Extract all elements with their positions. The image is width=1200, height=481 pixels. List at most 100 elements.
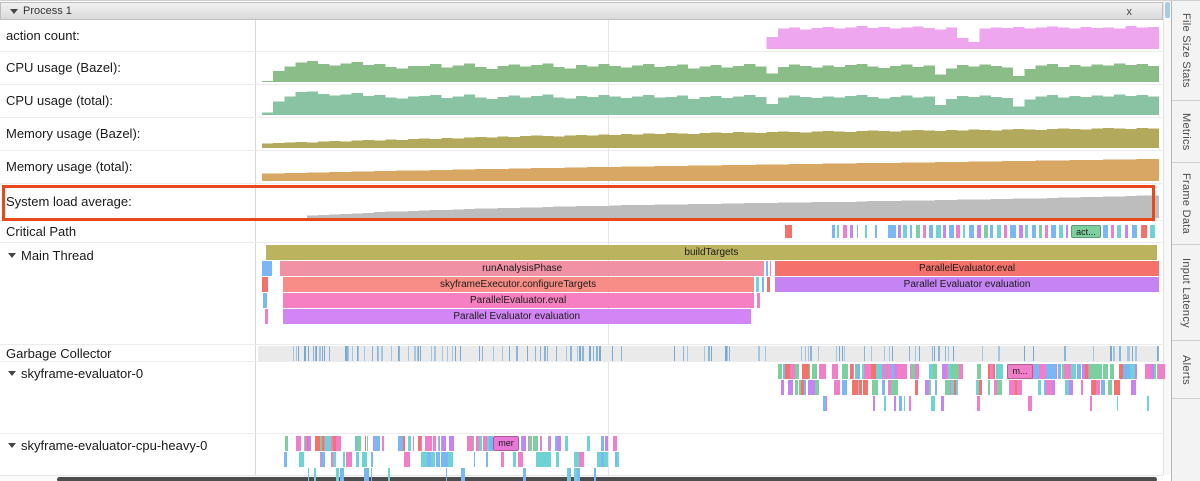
trace-tick[interactable]	[408, 346, 409, 361]
trace-tick[interactable]	[708, 346, 710, 361]
trace-tick[interactable]	[539, 452, 546, 467]
collapse-evaluator-cpu-heavy-icon[interactable]	[8, 443, 16, 448]
trace-tick[interactable]	[1094, 364, 1103, 379]
trace-tick[interactable]	[447, 346, 448, 361]
trace-tick[interactable]	[790, 364, 795, 379]
trace-tick[interactable]	[448, 452, 453, 467]
trace-tick[interactable]	[582, 346, 584, 361]
trace-slice[interactable]	[1019, 225, 1023, 238]
trace-tick[interactable]	[362, 452, 367, 467]
trace-tick[interactable]	[574, 468, 579, 481]
trace-tick[interactable]	[1084, 364, 1092, 379]
trace-tick[interactable]	[1048, 364, 1057, 379]
trace-tick[interactable]	[1045, 364, 1050, 379]
trace-tick[interactable]	[351, 346, 353, 361]
trace-slice[interactable]	[996, 225, 1002, 238]
trace-tick[interactable]	[425, 436, 431, 451]
trace-tick[interactable]	[1009, 380, 1016, 395]
trace-tick[interactable]	[930, 396, 935, 411]
trace-tick[interactable]	[976, 380, 982, 395]
trace-tick[interactable]	[915, 380, 918, 395]
trace-tick[interactable]	[417, 436, 422, 451]
trace-tick[interactable]	[809, 346, 811, 361]
trace-slice[interactable]: buildTargets	[265, 245, 1158, 260]
trace-tick[interactable]	[883, 346, 885, 361]
trace-tick[interactable]	[438, 436, 440, 451]
trace-tick[interactable]	[952, 364, 959, 379]
cpu-usage-total-chart[interactable]	[262, 90, 1159, 115]
trace-tick[interactable]	[935, 380, 937, 395]
memory-usage-total-chart[interactable]	[262, 156, 1159, 181]
trace-tick[interactable]	[889, 380, 894, 395]
collapse-evaluator-0-icon[interactable]	[8, 371, 16, 376]
trace-tick[interactable]	[517, 452, 524, 467]
trace-tick[interactable]	[461, 468, 465, 481]
trace-tick[interactable]	[412, 436, 414, 451]
trace-tick[interactable]	[808, 346, 809, 361]
trace-tick[interactable]	[996, 380, 1002, 395]
trace-tick[interactable]	[382, 346, 384, 361]
trace-tick[interactable]	[513, 452, 516, 467]
trace-tick[interactable]	[995, 364, 1004, 379]
vertical-scrollbar-thumb[interactable]	[1165, 2, 1170, 18]
trace-tick[interactable]	[884, 396, 887, 411]
trace-slice[interactable]	[1045, 225, 1048, 238]
trace-tick[interactable]	[1091, 380, 1094, 395]
trace-tick[interactable]	[387, 468, 390, 481]
trace-tick[interactable]	[296, 346, 298, 361]
trace-tick[interactable]	[822, 396, 826, 411]
trace-tick[interactable]	[535, 346, 537, 361]
trace-tick[interactable]	[785, 364, 789, 379]
trace-tick[interactable]	[1128, 364, 1136, 379]
trace-tick[interactable]	[1039, 364, 1046, 379]
trace-tick[interactable]	[1032, 346, 1034, 361]
trace-tick[interactable]	[357, 346, 359, 361]
trace-tick[interactable]	[682, 346, 684, 361]
trace-tick[interactable]	[794, 380, 798, 395]
trace-slice[interactable]	[990, 225, 994, 238]
trace-tick[interactable]	[842, 364, 848, 379]
trace-tick[interactable]	[941, 364, 947, 379]
trace-tick[interactable]	[882, 364, 886, 379]
trace-tick[interactable]	[1093, 380, 1099, 395]
trace-slice[interactable]	[923, 225, 926, 238]
trace-tick[interactable]	[1024, 346, 1026, 361]
trace-tick[interactable]	[1101, 380, 1106, 395]
trace-tick[interactable]	[544, 346, 546, 361]
trace-tick[interactable]	[1157, 364, 1166, 379]
trace-tick[interactable]	[376, 346, 378, 361]
trace-tick[interactable]	[516, 346, 518, 361]
trace-tick[interactable]	[437, 436, 439, 451]
trace-tick[interactable]	[893, 380, 898, 395]
trace-tick[interactable]	[565, 346, 567, 361]
trace-slice[interactable]	[836, 225, 839, 238]
trace-tick[interactable]	[604, 436, 609, 451]
collapse-main-thread-icon[interactable]	[8, 253, 16, 258]
trace-tick[interactable]	[315, 346, 317, 361]
trace-tick[interactable]	[1013, 380, 1018, 395]
trace-slice[interactable]: skyframeExecutor.configureTargets	[282, 277, 754, 292]
trace-tick[interactable]	[818, 364, 827, 379]
trace-tick[interactable]	[346, 452, 353, 467]
trace-tick[interactable]	[873, 380, 879, 395]
trace-tick[interactable]	[417, 346, 419, 361]
memory-usage-bazel-chart[interactable]	[262, 123, 1159, 148]
trace-tick[interactable]	[478, 436, 483, 451]
trace-tick[interactable]	[335, 436, 341, 451]
trace-tick[interactable]	[434, 346, 436, 361]
close-icon[interactable]: x	[1126, 6, 1133, 18]
trace-tick[interactable]	[322, 346, 324, 361]
tab-alerts[interactable]: Alerts	[1172, 341, 1200, 399]
trace-slice[interactable]: Parallel Evaluator evaluation	[775, 277, 1159, 292]
trace-tick[interactable]	[981, 346, 983, 361]
trace-tick[interactable]	[933, 364, 937, 379]
trace-tick[interactable]	[1113, 380, 1120, 395]
trace-tick[interactable]	[813, 380, 816, 395]
trace-tick[interactable]	[469, 436, 474, 451]
trace-tick[interactable]	[947, 364, 950, 379]
trace-tick[interactable]	[473, 452, 476, 467]
trace-tick[interactable]	[355, 436, 358, 451]
trace-tick[interactable]	[808, 380, 814, 395]
skyframe-evaluator-cpu-heavy-header[interactable]: skyframe-evaluator-cpu-heavy-0	[8, 438, 207, 453]
trace-tick[interactable]	[442, 436, 446, 451]
